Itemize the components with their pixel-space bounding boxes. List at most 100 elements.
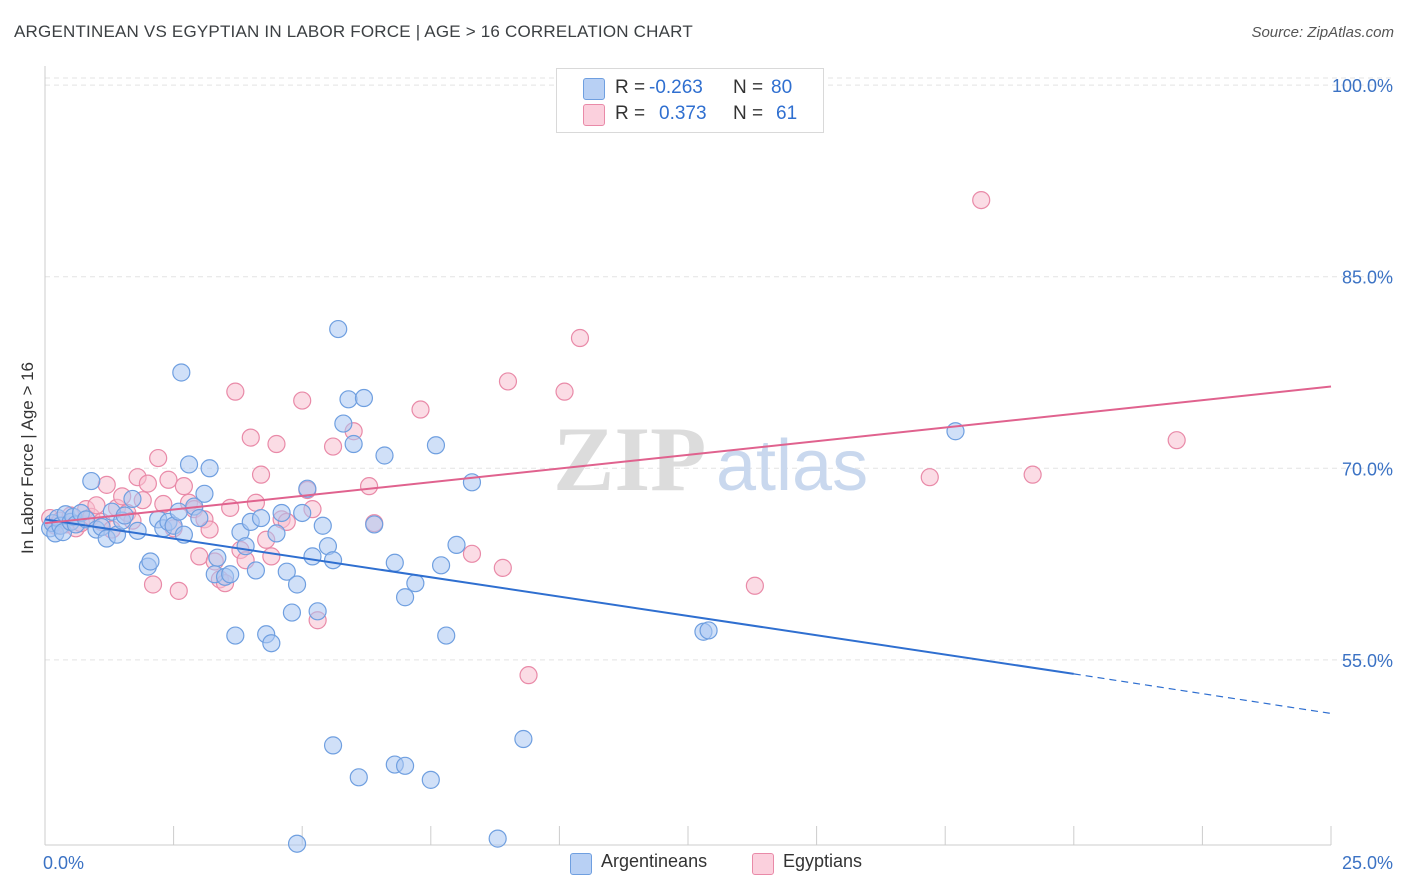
tick-labels: 55.0% 70.0% 85.0% 100.0% 0.0% 25.0% [43, 76, 1393, 873]
data-point [349, 768, 368, 787]
data-point [262, 547, 281, 566]
data-point [200, 459, 219, 478]
y-tick-label: 85.0% [1342, 268, 1393, 288]
data-point [236, 537, 255, 556]
data-point [555, 382, 574, 401]
data-point [972, 190, 991, 210]
data-point [570, 328, 590, 348]
legend-r-label: R = [615, 77, 646, 98]
data-point [1023, 465, 1042, 484]
data-point [172, 363, 191, 382]
data-point [174, 477, 193, 496]
data-point [123, 489, 142, 509]
trend-line-egyptians [44, 385, 1332, 525]
data-point [251, 465, 271, 484]
data-point [745, 576, 764, 595]
data-point [447, 535, 466, 554]
data-point [82, 471, 101, 491]
data-point [293, 391, 312, 410]
trend-line-argentineans [44, 518, 1074, 675]
bottom-legend-label: Egyptians [783, 851, 863, 871]
data-point [421, 770, 440, 789]
x-tick-label-min: 0.0% [43, 853, 84, 873]
data-point [493, 558, 512, 577]
data-point [375, 446, 394, 465]
y-tick-label: 70.0% [1342, 459, 1393, 479]
bottom-legend-swatch-blue [570, 853, 592, 875]
data-point [287, 834, 307, 853]
data-point [344, 434, 363, 454]
data-point [208, 548, 227, 567]
data-point [179, 455, 199, 474]
data-point [354, 388, 374, 408]
data-point [365, 515, 384, 534]
data-point [359, 477, 379, 496]
data-point [699, 621, 718, 640]
chart-title: ARGENTINEAN VS EGYPTIAN IN LABOR FORCE |… [14, 22, 693, 41]
legend-n-label: N = [733, 103, 764, 124]
data-point [329, 319, 348, 339]
data-point [262, 634, 281, 653]
data-point [267, 434, 286, 454]
data-point [272, 503, 291, 523]
legend-n-value: 80 [771, 77, 793, 98]
data-point [334, 414, 353, 433]
y-tick-label: 55.0% [1342, 651, 1393, 671]
data-point [246, 561, 266, 580]
data-point [920, 468, 939, 487]
data-point [437, 626, 456, 645]
data-point [221, 565, 240, 584]
data-point [431, 556, 451, 575]
data-point [138, 474, 157, 493]
data-point [298, 479, 317, 498]
data-point [97, 475, 116, 494]
data-point [267, 524, 286, 543]
data-point [287, 575, 307, 594]
data-point [385, 553, 404, 572]
data-point [426, 436, 446, 455]
data-point [195, 484, 214, 503]
data-point [241, 428, 260, 447]
data-point [1167, 431, 1186, 450]
data-point [282, 603, 302, 622]
y-tick-label: 100.0% [1332, 76, 1393, 96]
data-point [313, 516, 332, 535]
data-point [462, 544, 482, 563]
data-point [149, 448, 168, 468]
legend-r-label: R = [615, 103, 646, 124]
data-point [159, 470, 178, 489]
data-point [143, 575, 163, 594]
data-point [514, 729, 533, 749]
data-point [246, 493, 266, 512]
legend-r-value: 0.373 [659, 103, 707, 124]
legend-n-value: 61 [776, 103, 798, 124]
data-point [277, 562, 296, 581]
x-tick-label-max: 25.0% [1342, 853, 1393, 873]
grid-lines [45, 77, 1391, 661]
legend-swatch-blue [583, 78, 605, 100]
data-point [323, 437, 343, 456]
data-point [293, 503, 312, 523]
watermark: ZIP atlas [553, 408, 868, 510]
data-point [141, 552, 160, 571]
data-point [226, 382, 245, 401]
data-point [303, 547, 322, 566]
data-point [339, 390, 358, 409]
data-point [406, 574, 425, 593]
data-point [323, 736, 343, 755]
data-point [395, 588, 415, 607]
correlation-legend: R = -0.263 N = 80 R = 0.373 N = 61 [556, 68, 824, 133]
data-point [190, 508, 209, 528]
bottom-legend-swatch-pink [752, 853, 774, 875]
trend-lines [44, 385, 1332, 715]
legend-r-value: -0.263 [649, 77, 703, 98]
data-point [519, 666, 538, 685]
watermark-zip: ZIP [553, 408, 706, 510]
bottom-legend-label: Argentineans [601, 851, 708, 871]
data-point [190, 547, 209, 566]
data-point [128, 521, 147, 540]
source-label: Source: ZipAtlas.com [1251, 24, 1394, 41]
trend-line-argentineans-dashed [1073, 673, 1332, 715]
data-point [411, 400, 430, 419]
